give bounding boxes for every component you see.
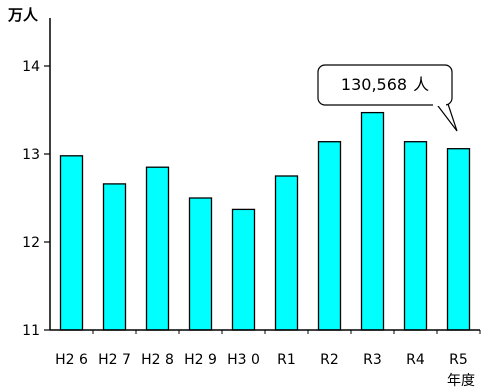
x-tick-label-R5: R5 — [449, 352, 468, 368]
bar-R2 — [317, 141, 342, 331]
y-ticks: 11 12 13 14 — [22, 59, 481, 339]
bar-H27 — [102, 183, 127, 331]
bar-H26 — [59, 155, 84, 331]
bar-H28 — [145, 166, 170, 331]
callout-number: 130,568 — [341, 75, 407, 94]
bars-layer — [59, 111, 471, 331]
x-tick-label-H27: H2 7 — [98, 352, 131, 368]
x-tick-labels: H2 6 H2 7 H2 8 H2 9 H3 0 R1 R2 R3 R4 R5 — [55, 352, 468, 368]
bar-R3 — [360, 111, 385, 331]
x-tick-label-R1: R1 — [277, 352, 296, 368]
x-tick-label-R3: R3 — [363, 352, 382, 368]
x-tick-label-H30: H3 0 — [227, 352, 260, 368]
y-axis-label: 万人 — [7, 6, 39, 24]
x-tick-label-R2: R2 — [320, 352, 339, 368]
bar-R5 — [446, 148, 471, 331]
bar-H30 — [231, 208, 256, 331]
callout-tail — [431, 97, 458, 132]
y-tick-label-12: 12 — [22, 235, 40, 251]
bar-R4 — [403, 141, 428, 331]
x-tick-label-R4: R4 — [406, 352, 425, 368]
y-tick-label-13: 13 — [22, 147, 40, 163]
y-tick-label-11: 11 — [22, 323, 40, 339]
callout-unit: 人 — [413, 75, 429, 94]
x-tick-label-H28: H2 8 — [141, 352, 174, 368]
callout-text: 130,568 人 — [341, 75, 429, 94]
callout-box — [317, 64, 453, 106]
value-callout: 130,568 人 — [317, 64, 458, 132]
bar-H29 — [188, 197, 213, 331]
y-tick-label-14: 14 — [22, 59, 40, 75]
x-tick-label-H26: H2 6 — [55, 352, 88, 368]
x-tick-label-H29: H2 9 — [184, 352, 217, 368]
bar-R1 — [274, 175, 299, 331]
x-axis-label: 年度 — [447, 373, 475, 389]
